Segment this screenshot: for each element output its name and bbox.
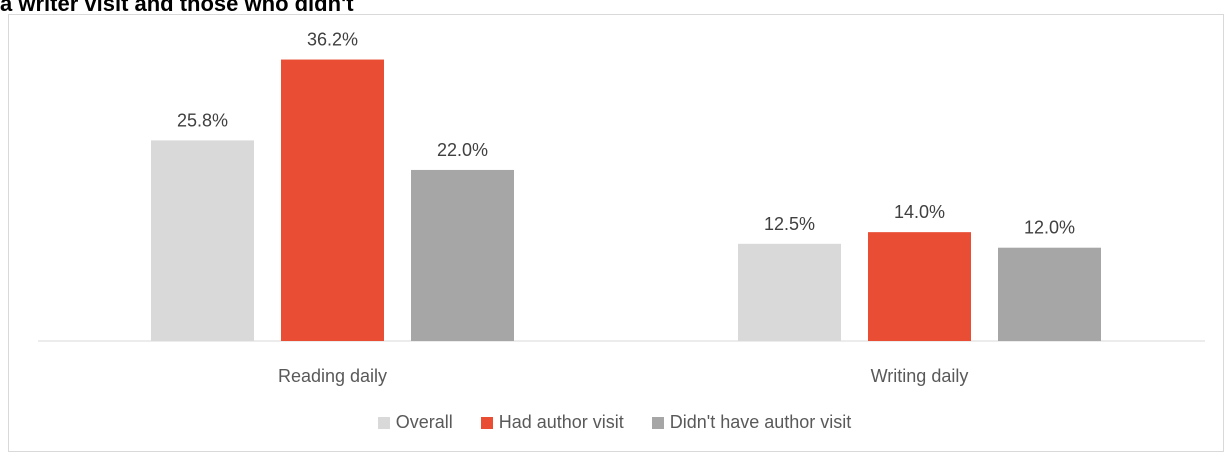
legend-item-overall: Overall bbox=[378, 412, 453, 433]
bar-reading-daily-overall bbox=[151, 140, 254, 341]
legend-swatch-had-author-visit bbox=[481, 417, 493, 429]
data-label-writing-daily-overall: 12.5% bbox=[764, 214, 815, 234]
category-label-reading-daily: Reading daily bbox=[278, 366, 387, 386]
legend-swatch-overall bbox=[378, 417, 390, 429]
legend: Overall Had author visit Didn't have aut… bbox=[0, 412, 1229, 433]
category-label-writing-daily: Writing daily bbox=[871, 366, 969, 386]
legend-swatch-didnt-have-author-visit bbox=[652, 417, 664, 429]
data-label-reading-daily-had-author-visit: 36.2% bbox=[307, 30, 358, 50]
bar-writing-daily-had-author-visit bbox=[868, 232, 971, 341]
bar-reading-daily-didn-t-have-author-visit bbox=[411, 170, 514, 341]
bar-reading-daily-had-author-visit bbox=[281, 60, 384, 341]
legend-item-had-author-visit: Had author visit bbox=[481, 412, 624, 433]
data-label-writing-daily-didn-t-have-author-visit: 12.0% bbox=[1024, 218, 1075, 238]
data-label-writing-daily-had-author-visit: 14.0% bbox=[894, 202, 945, 222]
data-label-reading-daily-didn-t-have-author-visit: 22.0% bbox=[437, 140, 488, 160]
legend-label-didnt-have-author-visit: Didn't have author visit bbox=[670, 412, 852, 433]
data-label-reading-daily-overall: 25.8% bbox=[177, 110, 228, 130]
legend-item-didnt-have-author-visit: Didn't have author visit bbox=[652, 412, 852, 433]
bar-writing-daily-overall bbox=[738, 244, 841, 341]
bar-writing-daily-didn-t-have-author-visit bbox=[998, 248, 1101, 341]
legend-label-overall: Overall bbox=[396, 412, 453, 433]
legend-label-had-author-visit: Had author visit bbox=[499, 412, 624, 433]
